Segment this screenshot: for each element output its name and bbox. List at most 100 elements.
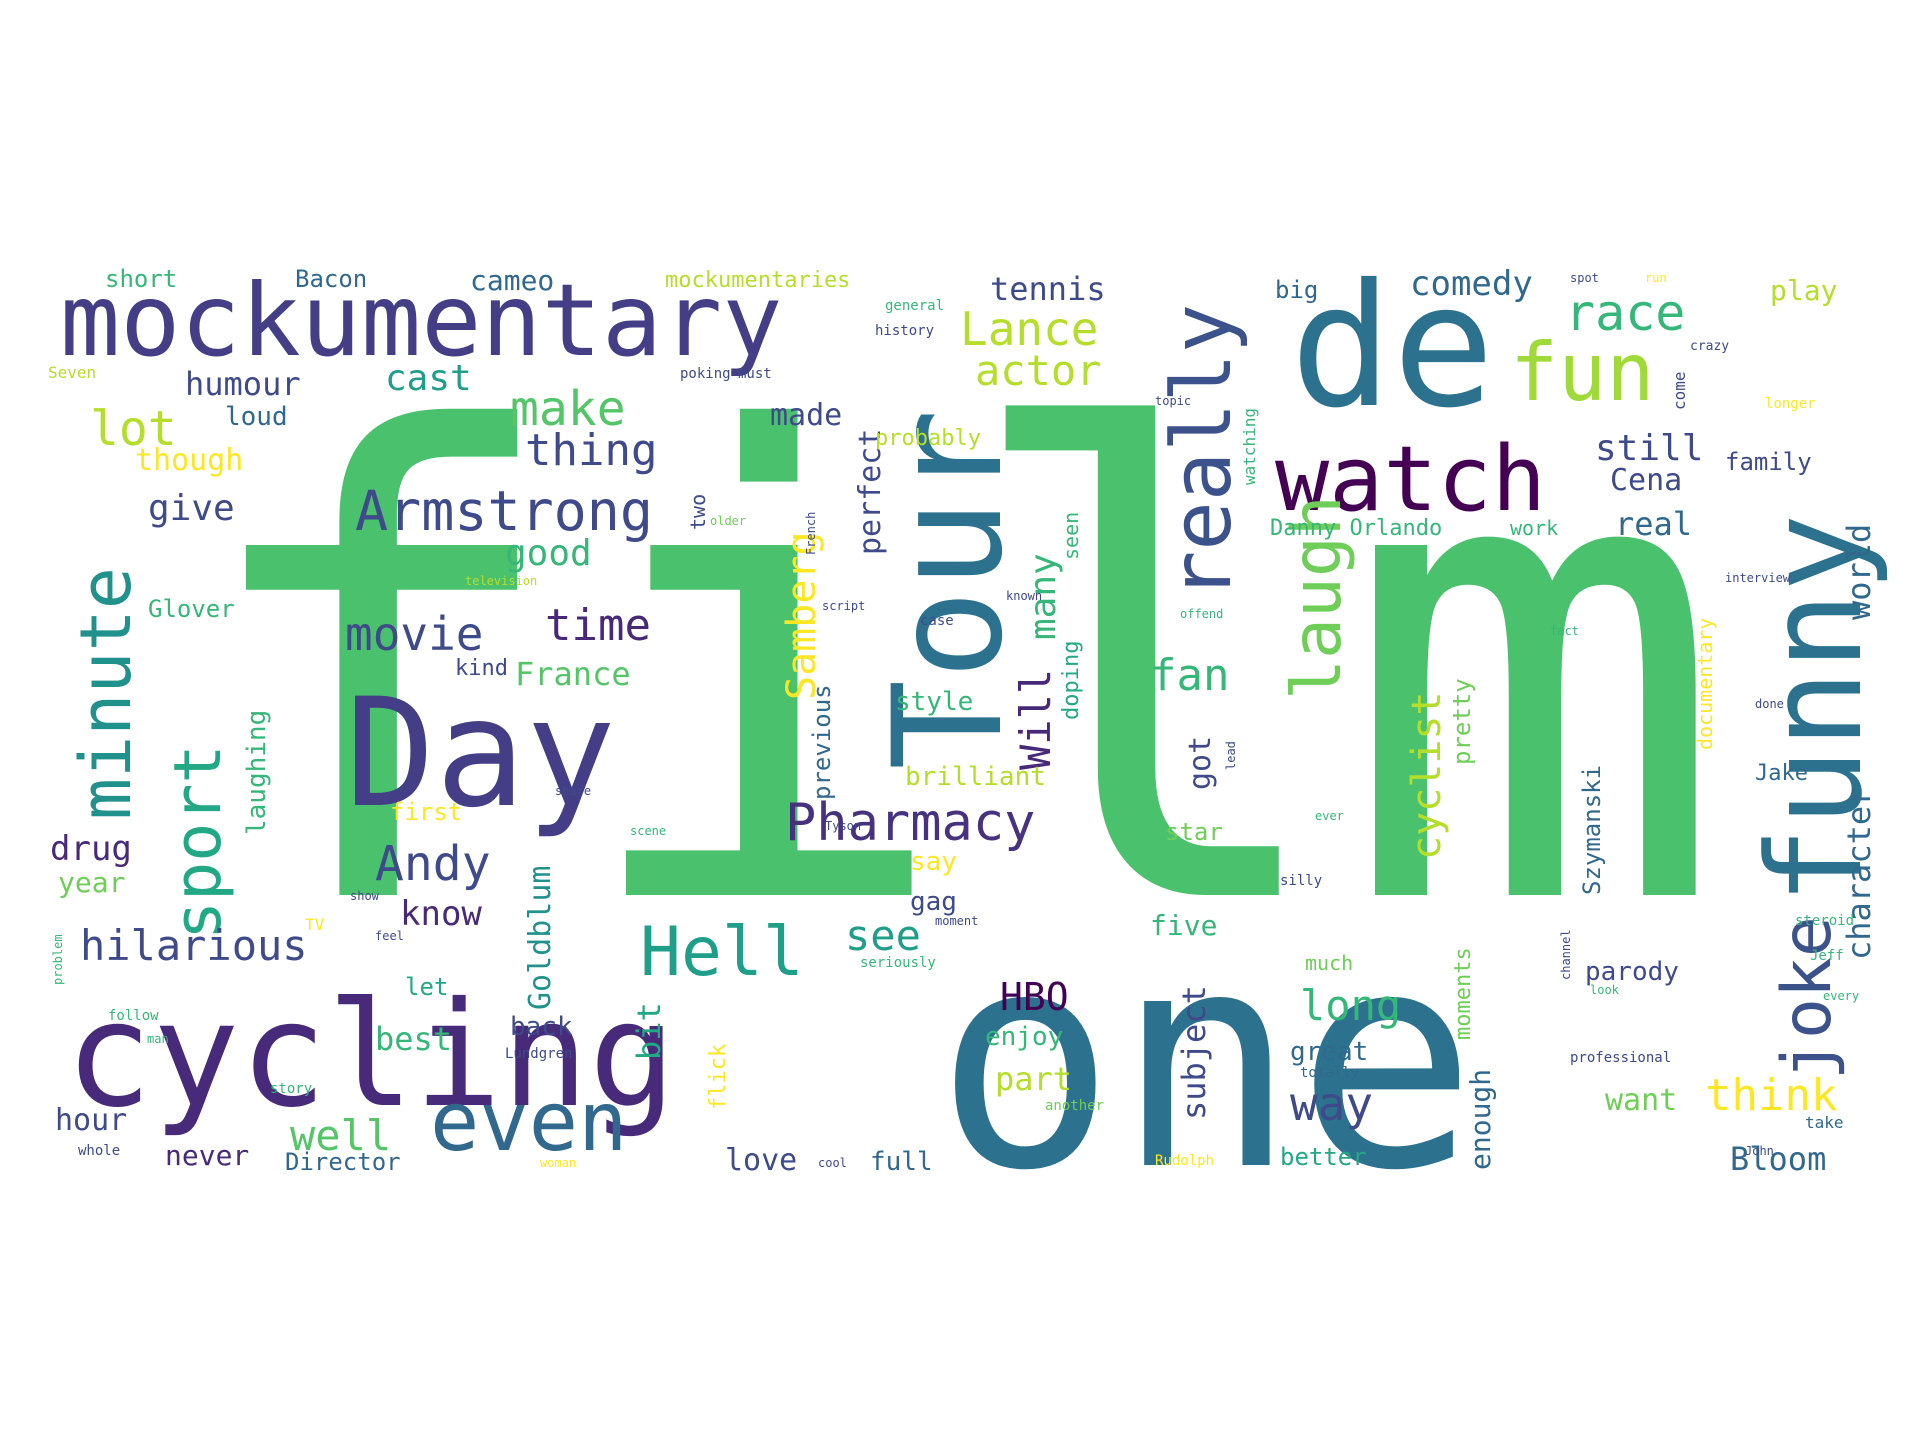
cloud-word-actor: actor xyxy=(975,346,1101,395)
cloud-word-probably: probably xyxy=(875,426,981,451)
cloud-word-moments: moments xyxy=(1451,947,1476,1040)
cloud-word-andy: Andy xyxy=(375,836,491,892)
cloud-word-tyson: Tyson xyxy=(825,819,861,833)
cloud-word-joke: joke xyxy=(1768,916,1847,1080)
cloud-word-real: real xyxy=(1615,505,1692,543)
cloud-word-one: one xyxy=(935,887,1477,1236)
cloud-word-even: even xyxy=(430,1075,627,1170)
cloud-word-film: film xyxy=(185,301,1726,1046)
cloud-word-back: back xyxy=(510,1012,573,1042)
cloud-word-hbo: HBO xyxy=(1000,975,1069,1019)
cloud-word-danny-orlando: Danny Orlando xyxy=(1270,516,1442,541)
cloud-word-lance: Lance xyxy=(960,302,1098,356)
cloud-word-subject: subject xyxy=(1175,985,1213,1120)
cloud-word-much: much xyxy=(1305,951,1353,975)
cloud-word-enough: enough xyxy=(1464,1069,1497,1170)
cloud-word-man: man xyxy=(147,1032,169,1046)
cloud-word-szymanski: Szymanski xyxy=(1578,765,1606,895)
cloud-word-comedy: comedy xyxy=(1410,264,1533,304)
cloud-word-humour: humour xyxy=(185,365,301,403)
cloud-word-though: though xyxy=(135,443,243,478)
cloud-word-samberg: Samberg xyxy=(779,531,825,700)
cloud-word-cyclist: cyclist xyxy=(1404,691,1450,860)
cloud-word-bloom: Bloom xyxy=(1730,1140,1826,1178)
cloud-word-enjoy: enjoy xyxy=(985,1022,1063,1052)
cloud-word-laugh: laugh xyxy=(1278,495,1357,700)
cloud-word-cast: cast xyxy=(385,358,472,399)
cloud-word-long: long xyxy=(1300,981,1401,1030)
cloud-word-give: give xyxy=(148,488,235,529)
cloud-word-history: history xyxy=(875,323,934,339)
cloud-word-gag: gag xyxy=(910,887,957,917)
cloud-word-mockumentaries: mockumentaries xyxy=(665,268,850,293)
cloud-word-day: Day xyxy=(345,667,616,841)
cloud-word-minute: minute xyxy=(65,567,147,820)
cloud-word-family: family xyxy=(1725,448,1812,476)
cloud-word-topic: topic xyxy=(1155,394,1191,408)
cloud-word-share: share xyxy=(555,784,591,798)
cloud-word-pharmacy: Pharmacy xyxy=(785,793,1035,853)
cloud-word-let: let xyxy=(405,973,448,1001)
cloud-word-scene: scene xyxy=(630,824,666,838)
cloud-word-story: story xyxy=(270,1081,312,1097)
cloud-word-longer: longer xyxy=(1765,396,1816,412)
cloud-word-glover: Glover xyxy=(148,595,235,623)
cloud-word-goldblum: Goldblum xyxy=(523,866,558,1011)
cloud-word-another: another xyxy=(1045,1098,1104,1114)
cloud-word-know: know xyxy=(400,894,482,934)
cloud-word-hour: hour xyxy=(55,1103,127,1138)
cloud-word-never: never xyxy=(165,1139,249,1172)
cloud-word-come: come xyxy=(1670,371,1689,410)
cloud-word-perfect: perfect xyxy=(853,429,888,555)
cloud-word-better: better xyxy=(1280,1143,1367,1171)
cloud-word-parody: parody xyxy=(1585,957,1679,987)
cloud-word-race: race xyxy=(1565,284,1685,342)
cloud-word-sport: sport xyxy=(161,744,236,940)
cloud-word-world: world xyxy=(1840,524,1878,620)
cloud-word-best: best xyxy=(375,1020,452,1058)
cloud-word-known: known xyxy=(1006,589,1042,603)
cloud-word-general: general xyxy=(885,298,944,314)
cloud-word-flick: flick xyxy=(706,1044,731,1110)
cloud-word-cameo: cameo xyxy=(470,264,554,297)
cloud-word-older: older xyxy=(710,514,746,528)
cloud-word-take: take xyxy=(1805,1113,1844,1132)
cloud-word-jeff: Jeff xyxy=(1810,948,1844,964)
cloud-word-tour: Tour xyxy=(862,409,1036,770)
cloud-word-director: Director xyxy=(285,1148,401,1176)
cloud-word-spot: spot xyxy=(1570,271,1599,285)
cloud-word-cena: Cena xyxy=(1610,463,1682,498)
cloud-word-john: John xyxy=(1745,1144,1774,1158)
cloud-word-problem: problem xyxy=(51,934,65,985)
cloud-word-every: every xyxy=(1823,989,1859,1003)
cloud-word-laughing: laughing xyxy=(242,710,272,835)
cloud-word-watch: watch xyxy=(1275,427,1546,532)
cloud-word-play: play xyxy=(1770,274,1837,307)
cloud-word-poking: poking xyxy=(680,366,731,382)
cloud-word-watching: watching xyxy=(1240,408,1259,485)
cloud-word-character: character xyxy=(1840,787,1878,960)
cloud-word-run: run xyxy=(1645,271,1667,285)
cloud-word-lead: lead xyxy=(1224,741,1238,770)
cloud-word-will: Will xyxy=(1011,669,1060,770)
cloud-word-hilarious: hilarious xyxy=(80,921,308,970)
cloud-word-many: many xyxy=(1023,553,1064,640)
cloud-word-silly: silly xyxy=(1280,873,1322,889)
cloud-word-moment: moment xyxy=(935,914,978,928)
cloud-word-pretty: pretty xyxy=(1448,678,1476,765)
cloud-word-follow: follow xyxy=(108,1008,159,1024)
cloud-word-loud: loud xyxy=(225,402,288,432)
cloud-word-interview: interview xyxy=(1725,571,1791,585)
cloud-word-previous: previous xyxy=(808,684,836,800)
cloud-word-crazy: crazy xyxy=(1690,339,1729,354)
cloud-word-woman: woman xyxy=(540,1156,576,1170)
cloud-word-good: good xyxy=(505,533,592,574)
cloud-word-lot: lot xyxy=(90,401,177,457)
cloud-word-mockumentary: mockumentary xyxy=(60,262,782,379)
cloud-word-documentary: documentary xyxy=(1693,618,1717,750)
cloud-word-case: case xyxy=(920,613,954,629)
cloud-word-steroid: steroid xyxy=(1795,913,1854,929)
